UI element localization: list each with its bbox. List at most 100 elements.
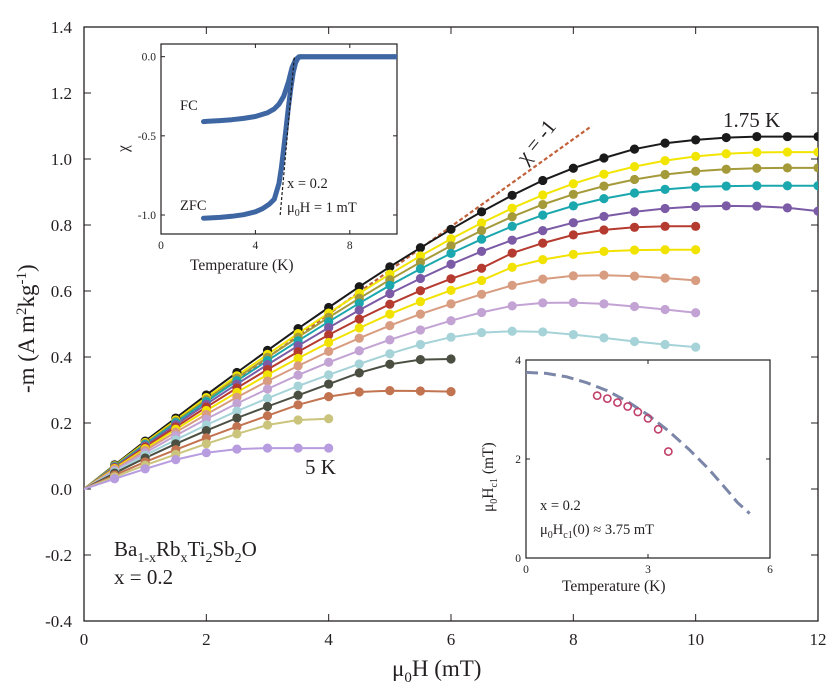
data-point bbox=[262, 376, 273, 386]
data-point bbox=[691, 308, 701, 318]
data-point bbox=[629, 245, 640, 255]
data-point bbox=[721, 149, 731, 159]
bottom-curve-label: 5 K bbox=[305, 455, 336, 479]
data-point bbox=[538, 190, 548, 200]
data-point bbox=[538, 274, 548, 284]
data-point bbox=[629, 336, 640, 347]
x-tick-label: 4 bbox=[253, 240, 259, 252]
x-tick-label: 8 bbox=[569, 630, 578, 649]
data-point bbox=[293, 347, 303, 357]
y-tick-label: 0.8 bbox=[51, 216, 72, 235]
data-point bbox=[293, 443, 303, 453]
data-point bbox=[691, 245, 701, 255]
data-point bbox=[629, 174, 640, 185]
data-point bbox=[415, 243, 426, 253]
y-tick-label: -0.2 bbox=[45, 546, 72, 565]
inset-hc1: 0 3 6 0 2 4 Temperature (K) μ0Hc1 (mT) x = 0.… bbox=[480, 355, 773, 595]
fc-label: FC bbox=[180, 98, 198, 114]
data-point bbox=[538, 226, 548, 236]
data-point bbox=[568, 329, 578, 340]
data-point bbox=[140, 464, 150, 474]
data-point bbox=[354, 298, 364, 308]
main-plot: 0 2 4 6 8 10 12 -0.4 -0.2 0.0 0.2 0.4 0.6 0.8 1.0 1.2 1.… bbox=[14, 18, 827, 686]
data-point bbox=[324, 379, 334, 389]
data-point bbox=[660, 273, 670, 283]
data-point bbox=[507, 212, 517, 222]
data-point bbox=[507, 203, 517, 213]
data-point bbox=[568, 230, 578, 240]
data-point bbox=[293, 415, 303, 425]
data-point bbox=[476, 226, 487, 236]
data-point bbox=[385, 289, 395, 299]
data-point bbox=[446, 241, 456, 251]
data-point bbox=[354, 323, 364, 333]
data-point bbox=[813, 206, 818, 216]
hc1-data-point bbox=[633, 407, 643, 417]
x-tick-label: 8 bbox=[347, 240, 353, 252]
data-point bbox=[354, 368, 364, 378]
data-point bbox=[476, 275, 487, 286]
data-point bbox=[446, 299, 456, 309]
data-point bbox=[629, 207, 640, 217]
x-tick-label: 12 bbox=[810, 630, 827, 649]
data-point bbox=[599, 246, 609, 256]
data-point bbox=[446, 234, 456, 244]
data-point bbox=[629, 271, 640, 281]
data-point bbox=[721, 132, 731, 143]
data-point bbox=[721, 201, 731, 211]
x-tick-label: 2 bbox=[202, 630, 211, 649]
data-point bbox=[691, 275, 701, 286]
inset2-composition-label: x = 0.2 bbox=[540, 498, 581, 514]
data-point bbox=[538, 175, 548, 186]
data-point bbox=[293, 361, 303, 371]
inset1-field-label: μ0H = 1 mT bbox=[287, 200, 357, 219]
data-point bbox=[599, 333, 609, 343]
hc1-data-point bbox=[613, 398, 622, 407]
inset2-x-axis-title: Temperature (K) bbox=[562, 578, 665, 595]
y-tick-label: 2 bbox=[515, 454, 521, 466]
data-point bbox=[476, 234, 487, 244]
data-point bbox=[538, 255, 548, 265]
data-point bbox=[415, 264, 426, 274]
data-point bbox=[538, 298, 548, 308]
data-point bbox=[354, 346, 364, 356]
data-point bbox=[721, 164, 731, 174]
data-point bbox=[782, 203, 793, 213]
data-point bbox=[538, 238, 548, 248]
data-point bbox=[446, 387, 456, 397]
data-point bbox=[476, 263, 487, 273]
data-point bbox=[691, 201, 701, 212]
data-point bbox=[476, 289, 487, 299]
data-point bbox=[568, 297, 578, 308]
top-curve-label: 1.75 K bbox=[723, 108, 780, 132]
data-point bbox=[415, 309, 426, 319]
zfc-label: ZFC bbox=[180, 198, 207, 214]
data-point bbox=[415, 386, 426, 396]
data-point bbox=[476, 207, 487, 217]
data-point bbox=[599, 270, 609, 280]
data-point bbox=[660, 156, 670, 166]
data-point bbox=[782, 181, 793, 191]
data-point bbox=[752, 201, 762, 211]
data-point bbox=[752, 131, 762, 142]
data-point bbox=[752, 181, 762, 191]
x-tick-label: 4 bbox=[324, 630, 333, 649]
data-point bbox=[201, 425, 211, 436]
data-point bbox=[476, 327, 487, 338]
compound-label: Ba1-xRbxTi2Sb2O bbox=[114, 537, 257, 566]
x-tick-label: 0 bbox=[523, 564, 529, 576]
composition-label: x = 0.2 bbox=[114, 565, 173, 589]
data-point bbox=[813, 147, 818, 157]
data-point bbox=[262, 411, 273, 421]
y-tick-label: 4 bbox=[515, 355, 521, 367]
main-ticks: 0 2 4 6 8 10 12 -0.4 -0.2 0.0 0.2 0.4 0.6 0.8 1.0 1.2 1.… bbox=[45, 18, 826, 649]
data-point bbox=[507, 248, 517, 258]
x-tick-label: 6 bbox=[767, 564, 773, 576]
data-point bbox=[660, 245, 670, 255]
data-point bbox=[385, 309, 395, 319]
data-point bbox=[293, 381, 303, 391]
inset1-series-line bbox=[201, 54, 397, 221]
data-point bbox=[721, 181, 731, 191]
data-point bbox=[354, 282, 364, 292]
data-point bbox=[324, 357, 334, 367]
